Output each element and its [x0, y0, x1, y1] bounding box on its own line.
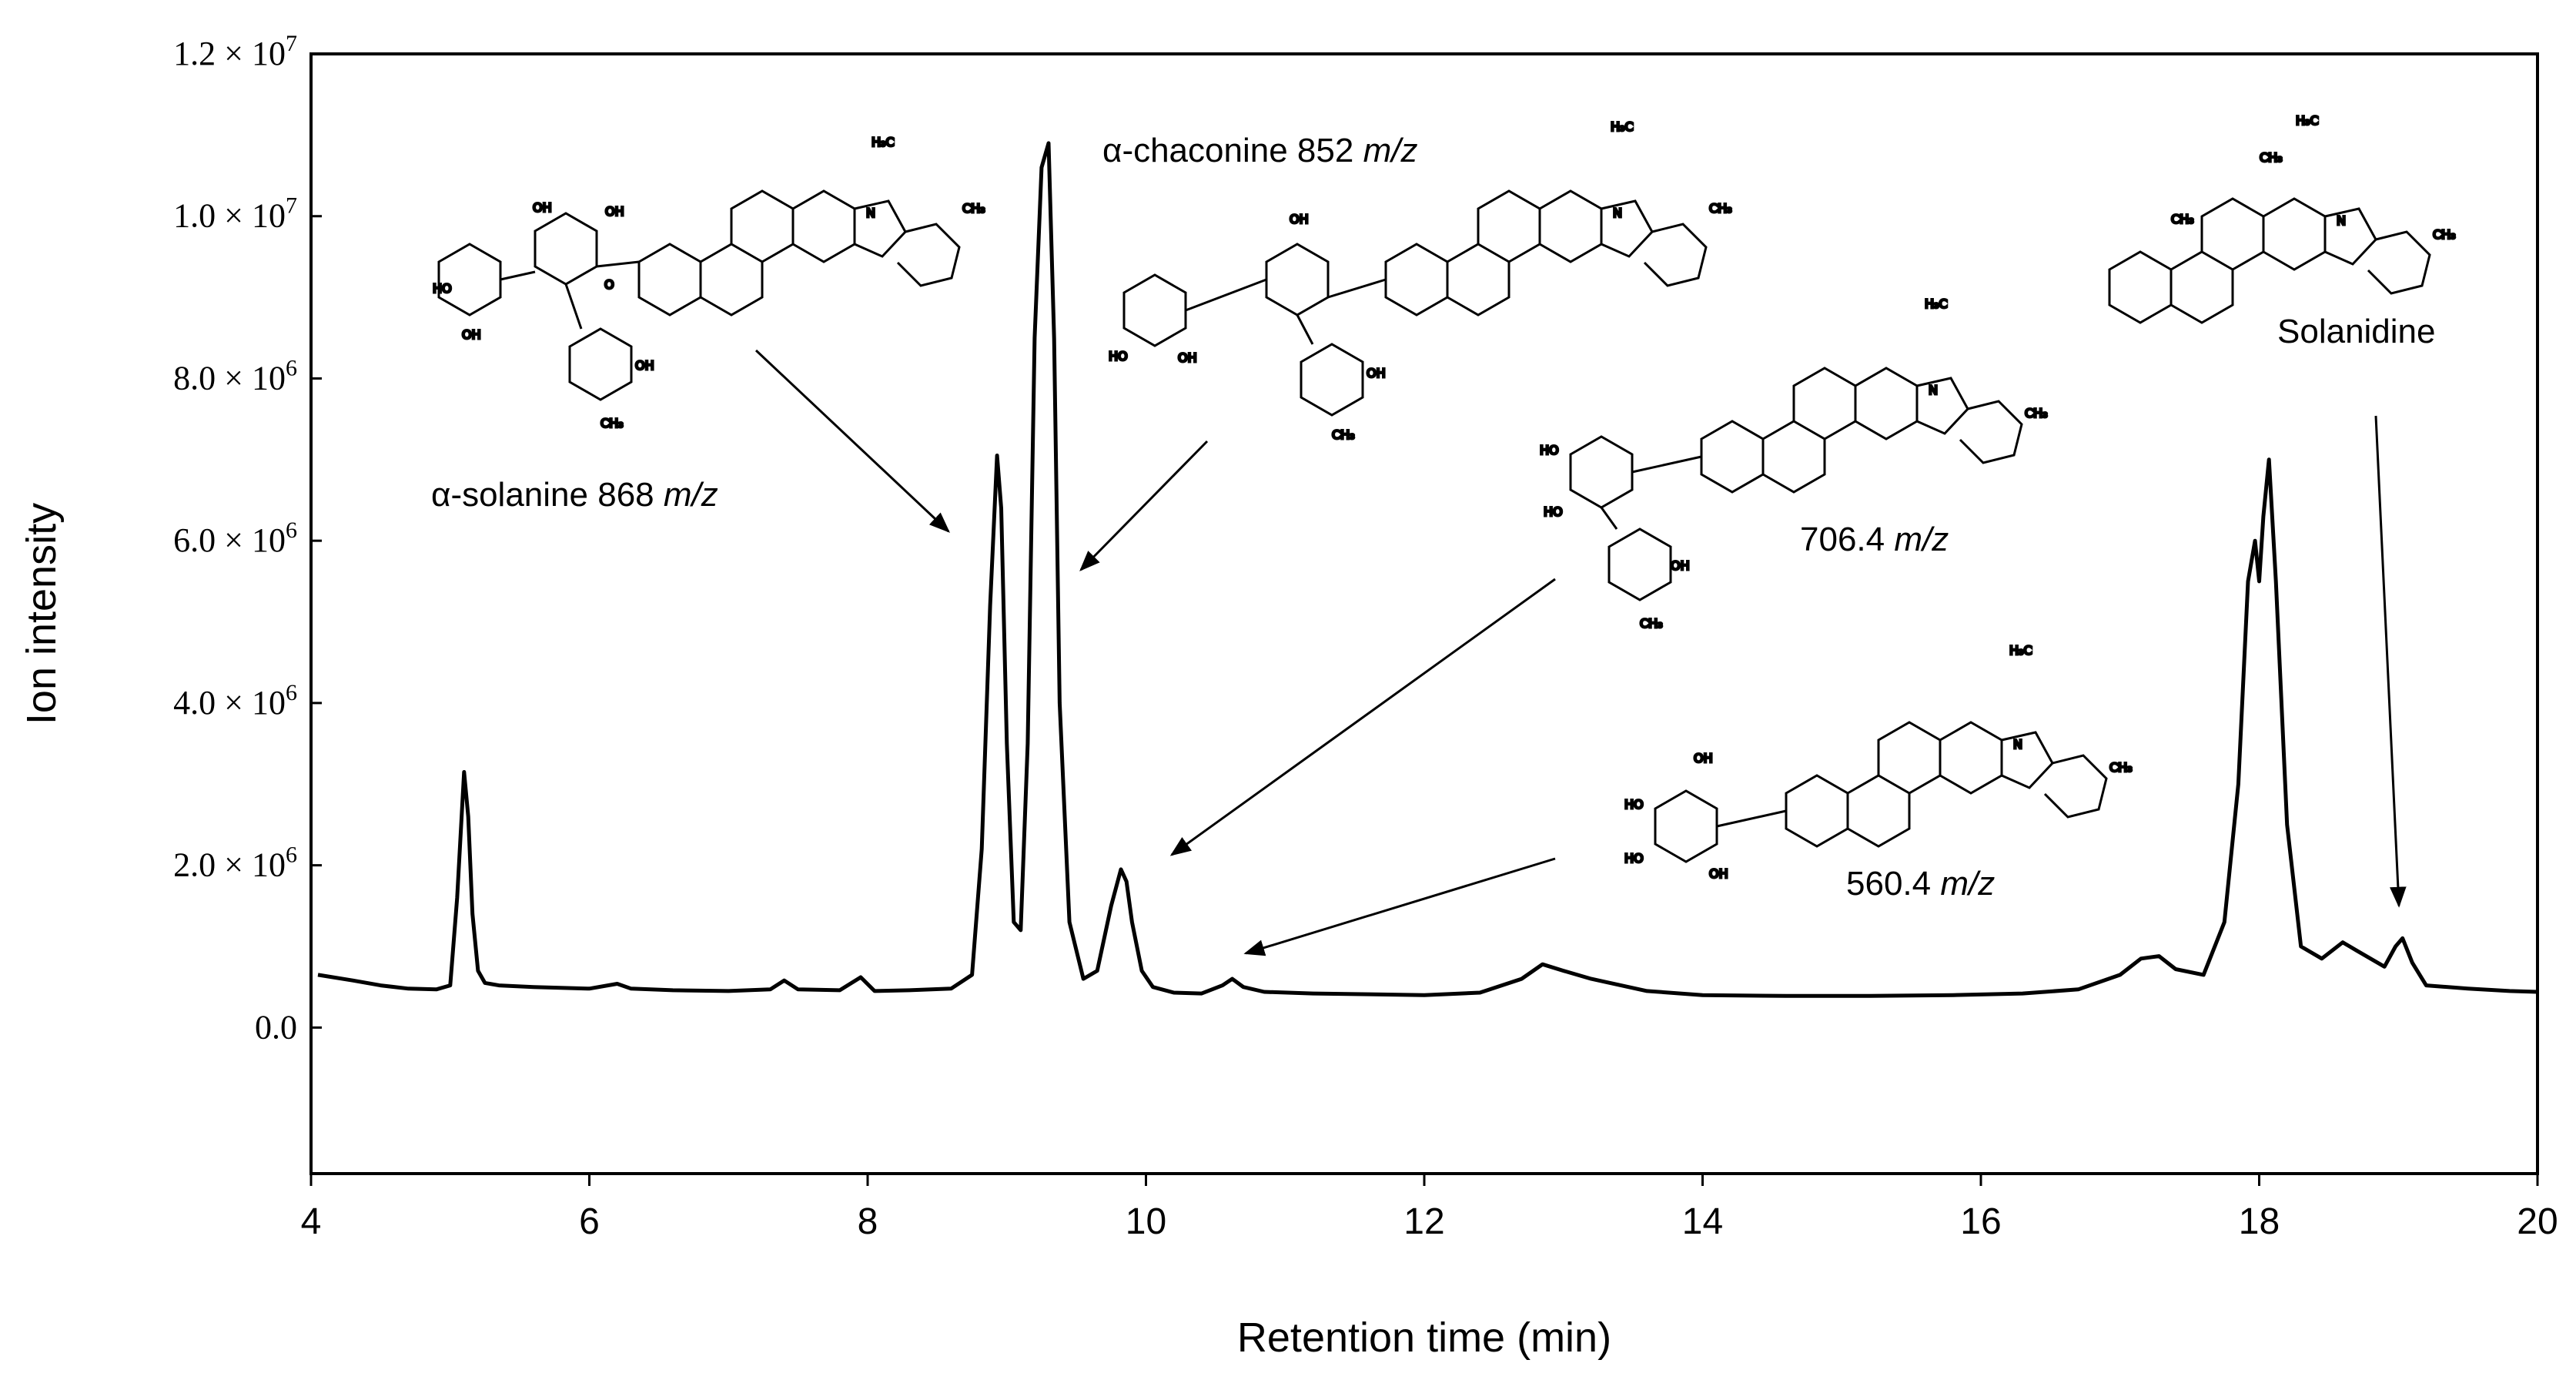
- svg-text:OH: OH: [1178, 350, 1197, 365]
- svg-text:OH: OH: [1671, 558, 1690, 573]
- svg-text:H₃C: H₃C: [1611, 119, 1634, 134]
- svg-text:OH: OH: [1709, 866, 1728, 881]
- svg-text:HO: HO: [1540, 443, 1559, 457]
- arrow-alpha-chaconine: [1079, 440, 1209, 571]
- svg-text:CH₃: CH₃: [1709, 201, 1732, 216]
- x-tick-label: 18: [2239, 1201, 2280, 1242]
- svg-text:CH₃: CH₃: [2260, 150, 2283, 165]
- svg-text:CH₃: CH₃: [962, 201, 985, 216]
- y-tick-label: 0.0: [255, 1008, 297, 1046]
- arrow-560: [1243, 857, 1556, 956]
- x-axis-title: Retention time (min): [1237, 1315, 1611, 1361]
- y-axis-title: Ion intensity: [18, 503, 65, 725]
- annotation-560: 560.4 m/z: [1846, 865, 1995, 903]
- x-tick-label: 16: [1960, 1201, 2001, 1242]
- svg-text:O: O: [604, 277, 614, 292]
- x-tick-label: 14: [1682, 1201, 1723, 1242]
- structure-alpha-chaconine: N H₃C CH₃ HO OH OH OH CH₃: [1108, 119, 1734, 444]
- svg-text:OH: OH: [1367, 366, 1386, 380]
- svg-text:HO: HO: [433, 281, 452, 296]
- svg-text:N: N: [2013, 737, 2022, 752]
- arrow-solanidine: [2374, 415, 2407, 908]
- svg-text:OH: OH: [1694, 751, 1713, 765]
- y-tick-label: 1.0 × 107: [173, 193, 297, 235]
- structure-706: N H₃C CH₃ HO HO OH CH₃: [1539, 296, 2049, 632]
- annotation-706: 706.4 m/z: [1800, 521, 1949, 558]
- svg-text:N: N: [866, 206, 875, 220]
- annotation-alpha-solanine: α-solanine 868 m/z: [431, 476, 718, 514]
- structure-560: N H₃C CH₃ HO HO OH OH: [1624, 642, 2134, 883]
- y-tick-label: 1.2 × 107: [173, 31, 297, 72]
- svg-text:H₃C: H₃C: [1925, 296, 1948, 311]
- svg-text:OH: OH: [533, 200, 552, 215]
- svg-text:HO: HO: [1624, 851, 1644, 866]
- svg-text:CH₃: CH₃: [2433, 227, 2456, 242]
- svg-text:CH₃: CH₃: [2171, 212, 2194, 226]
- svg-text:CH₃: CH₃: [2109, 760, 2133, 775]
- svg-text:H₃C: H₃C: [871, 135, 895, 149]
- x-tick-label: 20: [2517, 1201, 2558, 1242]
- x-tick-label: 4: [301, 1201, 322, 1242]
- structure-solanidine: N H₃C CH₃ CH₃ CH₃: [2108, 112, 2457, 324]
- svg-text:CH₃: CH₃: [2025, 406, 2048, 420]
- annotation-solanidine: Solanidine: [2277, 313, 2436, 350]
- structure-alpha-solanine: N H₃C CH₃ HO OH OH OH OH CH₃ O: [432, 134, 987, 432]
- x-tick-label: 10: [1126, 1201, 1166, 1242]
- x-axis-ticks: 4 6 8 10 12 14 16 18 20: [301, 1174, 2558, 1242]
- chromatogram-trace: [317, 141, 2538, 998]
- svg-text:CH₃: CH₃: [1640, 616, 1663, 631]
- y-tick-label: 2.0 × 106: [173, 842, 297, 884]
- plot-frame: [309, 52, 2539, 1175]
- arrow-alpha-solanine: [754, 349, 950, 533]
- annotation-alpha-chaconine: α-chaconine 852 m/z: [1102, 132, 1417, 169]
- y-tick-label: 8.0 × 106: [173, 355, 297, 397]
- svg-text:OH: OH: [462, 327, 481, 342]
- svg-text:N: N: [2337, 213, 2346, 228]
- svg-text:H₃C: H₃C: [2009, 643, 2032, 658]
- svg-text:N: N: [1929, 383, 1938, 397]
- svg-text:HO: HO: [1544, 504, 1563, 519]
- svg-text:CH₃: CH₃: [1332, 427, 1355, 442]
- svg-text:OH: OH: [1290, 212, 1309, 226]
- svg-text:N: N: [1613, 206, 1622, 220]
- y-tick-label: 6.0 × 106: [173, 517, 297, 559]
- x-tick-label: 12: [1403, 1201, 1444, 1242]
- y-axis-ticks: 0.0 2.0 × 106 4.0 × 106 6.0 × 106 8.0 × 106 1…: [173, 31, 322, 1046]
- x-tick-label: 8: [858, 1201, 878, 1242]
- x-tick-label: 6: [579, 1201, 600, 1242]
- y-tick-label: 4.0 × 106: [173, 680, 297, 722]
- svg-text:OH: OH: [635, 358, 654, 373]
- svg-text:HO: HO: [1109, 349, 1128, 363]
- svg-text:H₃C: H₃C: [2296, 113, 2319, 128]
- svg-text:CH₃: CH₃: [601, 416, 624, 430]
- svg-text:OH: OH: [605, 204, 624, 219]
- svg-text:HO: HO: [1624, 797, 1644, 812]
- arrow-706: [1169, 578, 1556, 856]
